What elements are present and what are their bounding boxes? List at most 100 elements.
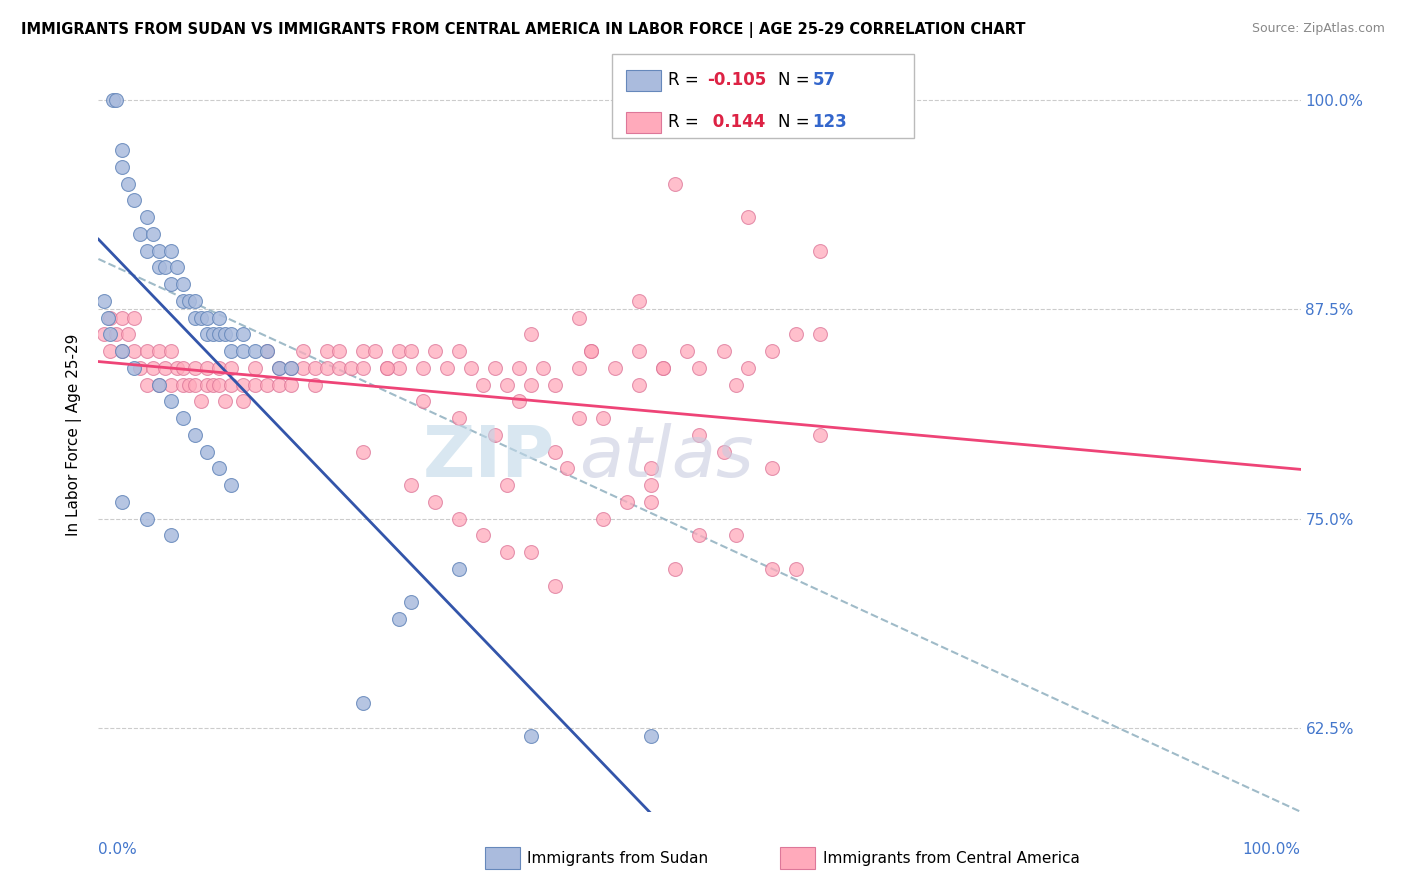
Point (291, 344, 314, 359)
Point (447, 562, 470, 576)
Point (183, 310, 205, 325)
Point (280, 377, 302, 392)
Point (111, 310, 134, 325)
Point (219, 478, 242, 492)
Point (153, 260, 176, 275)
Point (148, 260, 170, 275)
Point (544, 578, 567, 592)
Point (201, 377, 224, 392)
Point (183, 293, 205, 308)
Point (190, 394, 212, 409)
Point (153, 360, 176, 375)
Point (664, 177, 686, 191)
Point (592, 411, 614, 425)
Point (460, 360, 482, 375)
Point (195, 310, 218, 325)
Point (568, 411, 591, 425)
Point (628, 344, 651, 359)
Point (375, 360, 398, 375)
Point (399, 478, 422, 492)
Point (93, 327, 115, 342)
Point (172, 377, 194, 392)
Point (544, 444, 567, 458)
Point (761, 562, 783, 576)
Point (447, 511, 470, 525)
Point (508, 394, 530, 409)
Point (172, 277, 194, 291)
Point (640, 478, 662, 492)
Point (208, 360, 231, 375)
Point (520, 729, 543, 743)
Point (761, 461, 783, 475)
Text: -0.105: -0.105 (707, 71, 766, 89)
Point (688, 528, 710, 542)
Text: 57: 57 (813, 71, 835, 89)
Point (111, 344, 134, 359)
Point (531, 360, 554, 375)
Point (135, 244, 157, 258)
Point (124, 360, 146, 375)
Point (93, 293, 115, 308)
Point (208, 461, 231, 475)
Point (664, 562, 686, 576)
Text: IMMIGRANTS FROM SUDAN VS IMMIGRANTS FROM CENTRAL AMERICA IN LABOR FORCE | AGE 25: IMMIGRANTS FROM SUDAN VS IMMIGRANTS FROM… (21, 22, 1025, 38)
Point (159, 377, 181, 392)
Point (315, 360, 337, 375)
Point (737, 360, 759, 375)
Point (195, 377, 218, 392)
Text: N =: N = (778, 71, 814, 89)
Point (124, 194, 146, 208)
Point (243, 344, 266, 359)
Point (208, 327, 231, 342)
Point (219, 344, 242, 359)
Point (496, 377, 519, 392)
Text: atlas: atlas (579, 423, 754, 492)
Point (399, 344, 422, 359)
Point (101, 93, 124, 107)
Point (328, 360, 350, 375)
Point (148, 244, 170, 258)
Point (129, 227, 152, 241)
Point (352, 444, 374, 458)
Point (135, 377, 157, 392)
Point (183, 377, 205, 392)
Point (267, 377, 290, 392)
Point (159, 394, 181, 409)
Point (124, 344, 146, 359)
Point (166, 360, 188, 375)
Point (105, 327, 128, 342)
Text: Source: ZipAtlas.com: Source: ZipAtlas.com (1251, 22, 1385, 36)
Point (808, 244, 831, 258)
Text: 100.0%: 100.0% (1243, 842, 1301, 857)
Point (280, 360, 302, 375)
Point (183, 360, 205, 375)
Point (183, 427, 205, 442)
Point (256, 377, 278, 392)
Text: N =: N = (778, 113, 814, 131)
Point (219, 360, 242, 375)
Point (201, 327, 224, 342)
Text: 0.144: 0.144 (707, 113, 766, 131)
Point (724, 377, 747, 392)
Point (399, 595, 422, 609)
Point (496, 545, 519, 559)
Point (628, 377, 651, 392)
Point (364, 344, 387, 359)
Point (484, 360, 506, 375)
Point (652, 360, 675, 375)
Point (555, 461, 578, 475)
Point (388, 360, 411, 375)
Point (688, 427, 710, 442)
Point (352, 344, 374, 359)
Point (328, 344, 350, 359)
Point (423, 344, 446, 359)
Point (568, 310, 591, 325)
Point (520, 377, 543, 392)
Point (111, 160, 134, 174)
Point (628, 293, 651, 308)
Point (315, 344, 337, 359)
Point (208, 310, 231, 325)
Point (304, 360, 326, 375)
Point (232, 377, 254, 392)
Point (219, 377, 242, 392)
